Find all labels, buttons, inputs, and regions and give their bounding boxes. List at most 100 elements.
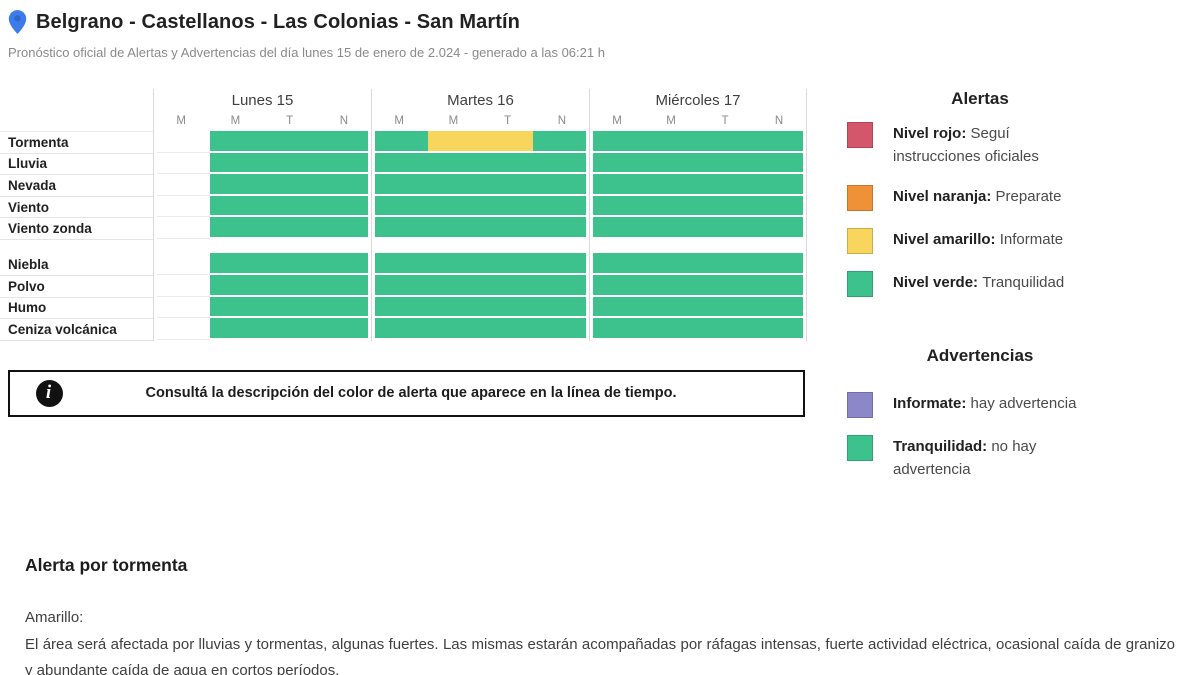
timeline-cell-green[interactable] — [750, 174, 803, 196]
timeline-cell-green[interactable] — [480, 195, 534, 218]
timeline-cell-green[interactable] — [645, 174, 698, 196]
timeline-cell-green[interactable] — [209, 253, 263, 276]
timeline-cell-green[interactable] — [375, 152, 428, 175]
timeline-cell-green[interactable] — [209, 152, 263, 175]
timeline-cell-yellow[interactable] — [427, 131, 481, 153]
timeline-cell-green[interactable] — [480, 296, 534, 319]
timeline-cell-green[interactable] — [533, 174, 586, 196]
timeline-cell-green[interactable] — [645, 217, 698, 239]
timeline-cell-green[interactable] — [315, 131, 368, 153]
timeline-cell-green[interactable] — [533, 275, 586, 297]
timeline-cell-green[interactable] — [315, 152, 368, 175]
timeline-cell-green[interactable] — [593, 174, 646, 196]
timeline-cell-green[interactable] — [533, 318, 586, 340]
timeline-cell-green[interactable] — [645, 152, 698, 175]
timeline-cell-green[interactable] — [645, 253, 698, 276]
timeline-cell-green[interactable] — [209, 275, 263, 297]
timeline-cell-green[interactable] — [375, 296, 428, 319]
timeline-cell-green[interactable] — [750, 217, 803, 239]
timeline-cell-green[interactable] — [750, 131, 803, 153]
timeline-cell-green[interactable] — [315, 253, 368, 276]
timeline-cell-green[interactable] — [262, 253, 316, 276]
timeline-cell-green[interactable] — [209, 195, 263, 218]
timeline-cell-green[interactable] — [698, 217, 751, 239]
timeline-cell-green[interactable] — [427, 318, 481, 340]
timeline-cell-green[interactable] — [375, 217, 428, 239]
timeline-cell-green[interactable] — [533, 296, 586, 319]
timeline-cell-green[interactable] — [375, 195, 428, 218]
timeline-cell-green[interactable] — [315, 174, 368, 196]
timeline-cell-green[interactable] — [698, 152, 751, 175]
timeline-cell-green[interactable] — [209, 318, 263, 340]
timeline-cell-green[interactable] — [480, 217, 534, 239]
timeline-cell-green[interactable] — [209, 217, 263, 239]
timeline-cell-green[interactable] — [533, 131, 586, 153]
timeline-cell-green[interactable] — [593, 318, 646, 340]
timeline-cell-green[interactable] — [262, 174, 316, 196]
timeline-cell-green[interactable] — [698, 275, 751, 297]
timeline-cell-green[interactable] — [750, 275, 803, 297]
timeline-cell-green[interactable] — [375, 174, 428, 196]
timeline-cell-green[interactable] — [698, 296, 751, 319]
timeline-cell-green[interactable] — [315, 195, 368, 218]
timeline-cell-green[interactable] — [593, 152, 646, 175]
timeline-cell-green[interactable] — [262, 318, 316, 340]
timeline-cell-green[interactable] — [750, 296, 803, 319]
timeline-cell-green[interactable] — [427, 152, 481, 175]
timeline-cell-green[interactable] — [593, 275, 646, 297]
timeline-cell-green[interactable] — [645, 318, 698, 340]
timeline-cell-green[interactable] — [209, 296, 263, 319]
day-column-1: Lunes 15 M M T N — [153, 89, 371, 341]
timeline-cell-green[interactable] — [593, 195, 646, 218]
timeline-cell-green[interactable] — [375, 318, 428, 340]
timeline-cell-green[interactable] — [427, 275, 481, 297]
timeline-cell-green[interactable] — [645, 275, 698, 297]
timeline-cell-green[interactable] — [645, 195, 698, 218]
timeline-cell-green[interactable] — [698, 131, 751, 153]
timeline-cell-green[interactable] — [593, 131, 646, 153]
timeline-cell-green[interactable] — [533, 217, 586, 239]
timeline-cell-green[interactable] — [315, 217, 368, 239]
timeline-cell-green[interactable] — [209, 131, 263, 153]
timeline-cell-green[interactable] — [315, 318, 368, 340]
timeline-cell-green[interactable] — [262, 131, 316, 153]
timeline-cell-green[interactable] — [645, 296, 698, 319]
timeline-cell-green[interactable] — [533, 195, 586, 218]
timeline-cell-green[interactable] — [698, 253, 751, 276]
timeline-cell-green[interactable] — [427, 174, 481, 196]
timeline-cell-green[interactable] — [427, 217, 481, 239]
timeline-cell-green[interactable] — [209, 174, 263, 196]
timeline-cell-green[interactable] — [315, 296, 368, 319]
timeline-cell-green[interactable] — [698, 318, 751, 340]
timeline-cell-green[interactable] — [533, 152, 586, 175]
timeline-cell-green[interactable] — [645, 131, 698, 153]
timeline-cell-green[interactable] — [262, 275, 316, 297]
timeline-cell-green[interactable] — [375, 131, 428, 153]
timeline-cell-green[interactable] — [480, 253, 534, 276]
timeline-cell-green[interactable] — [480, 174, 534, 196]
timeline-cell-green[interactable] — [593, 253, 646, 276]
timeline-cell-green[interactable] — [262, 296, 316, 319]
timeline-cell-green[interactable] — [427, 195, 481, 218]
timeline-cell-green[interactable] — [750, 195, 803, 218]
timeline-cell-green[interactable] — [533, 253, 586, 276]
timeline-cell-green[interactable] — [262, 195, 316, 218]
timeline-cell-green[interactable] — [375, 275, 428, 297]
timeline-cell-green[interactable] — [375, 253, 428, 276]
timeline-cell-green[interactable] — [593, 217, 646, 239]
timeline-cell-green[interactable] — [262, 217, 316, 239]
timeline-cell-green[interactable] — [262, 152, 316, 175]
timeline-cell-green[interactable] — [750, 253, 803, 276]
timeline-cell-green[interactable] — [750, 152, 803, 175]
timeline-cell-green[interactable] — [480, 275, 534, 297]
timeline-cell-green[interactable] — [480, 318, 534, 340]
timeline-cell-green[interactable] — [750, 318, 803, 340]
timeline-cell-green[interactable] — [315, 275, 368, 297]
timeline-cell-green[interactable] — [698, 195, 751, 218]
timeline-cell-green[interactable] — [593, 296, 646, 319]
timeline-cell-green[interactable] — [480, 152, 534, 175]
timeline-cell-green[interactable] — [427, 296, 481, 319]
timeline-cell-yellow[interactable] — [480, 131, 534, 153]
timeline-cell-green[interactable] — [698, 174, 751, 196]
timeline-cell-green[interactable] — [427, 253, 481, 276]
